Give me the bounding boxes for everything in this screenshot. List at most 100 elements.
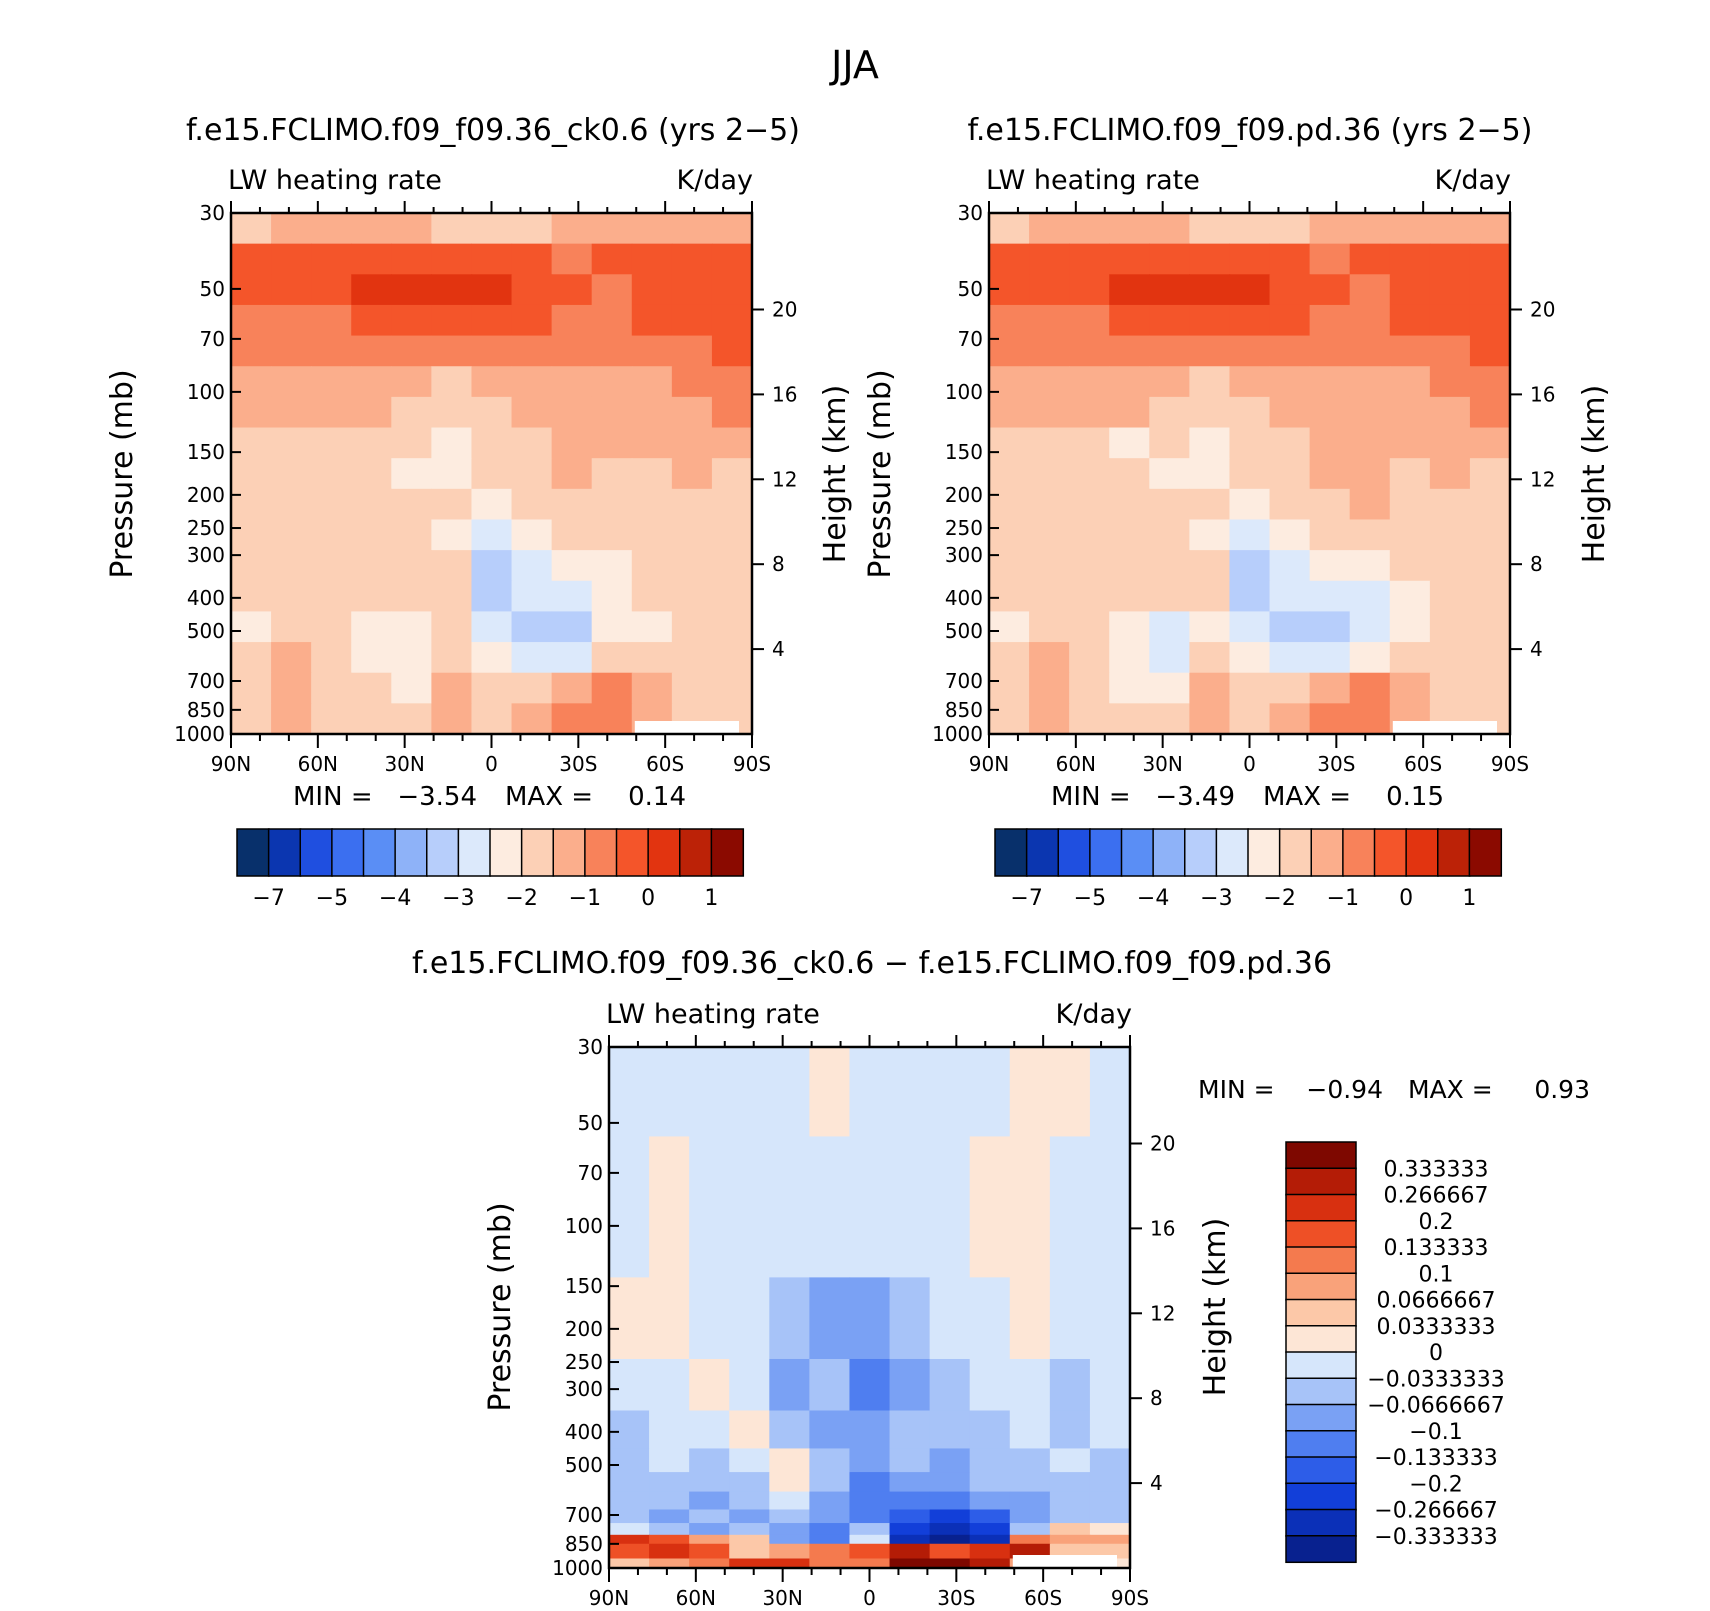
field-cell xyxy=(609,1523,650,1536)
panel-c-y2-axis: 20 16 12 8 4 xyxy=(1130,1131,1175,1495)
colorbar-label: −0.0666667 xyxy=(1367,1394,1504,1419)
field-cell xyxy=(431,274,473,306)
field-cell xyxy=(471,304,513,337)
field-cell xyxy=(351,488,392,521)
field-cell xyxy=(671,580,713,613)
colorbar-box xyxy=(1278,828,1313,877)
colorbar-label: −1 xyxy=(569,886,601,911)
field-cell xyxy=(1429,243,1471,275)
colorbar-box xyxy=(457,828,492,877)
field-cell xyxy=(1269,304,1311,337)
field-cell xyxy=(889,1448,931,1473)
colorbar-box xyxy=(236,828,270,877)
field-cell xyxy=(1429,488,1471,521)
field-cell xyxy=(231,274,272,306)
x-tick-label: 60N xyxy=(298,752,338,776)
field-cell xyxy=(1229,304,1271,337)
field-cell xyxy=(989,611,1030,643)
field-cell xyxy=(1309,703,1351,735)
field-cell xyxy=(631,519,673,551)
field-cell xyxy=(1309,427,1351,459)
field-cell xyxy=(849,1472,891,1493)
field-cell xyxy=(591,642,633,674)
field-cell xyxy=(1229,213,1271,245)
field-cell xyxy=(1269,519,1311,551)
field-cell xyxy=(649,1523,690,1536)
field-cell xyxy=(689,1534,730,1545)
field-cell xyxy=(1429,550,1471,582)
field-cell xyxy=(729,1448,770,1473)
field-cell xyxy=(351,703,392,735)
colorbar-box xyxy=(1089,828,1123,877)
field-cell xyxy=(849,1410,891,1450)
field-cell xyxy=(471,580,513,613)
field-cell xyxy=(889,1136,931,1278)
field-cell xyxy=(391,488,432,521)
field-cell xyxy=(1349,580,1391,613)
field-cell xyxy=(311,243,352,275)
field-cell xyxy=(671,396,713,429)
field-cell xyxy=(729,1136,770,1278)
y-tick-label: 300 xyxy=(187,543,225,567)
field-cell xyxy=(591,519,633,551)
field-cell xyxy=(989,213,1030,245)
field-cell xyxy=(769,1491,810,1511)
panel-a-field xyxy=(231,213,753,735)
field-cell xyxy=(849,1136,891,1278)
colorbar-label: −0.133333 xyxy=(1374,1446,1497,1471)
field-cell xyxy=(889,1509,931,1524)
panel-c-right-label: K/day xyxy=(1056,999,1132,1030)
field-cell xyxy=(391,274,432,306)
field-cell xyxy=(649,1136,690,1278)
y-tick-label: 850 xyxy=(945,698,983,722)
field-cell xyxy=(969,1543,1011,1560)
panel-a: f.e15.FCLIMO.f09_f09.36_ck0.6 (yrs 2−5) … xyxy=(105,113,853,911)
field-cell xyxy=(391,703,432,735)
field-cell xyxy=(1229,672,1271,704)
field-cell xyxy=(1189,427,1231,459)
field-cell xyxy=(1389,672,1431,704)
colorbar-box xyxy=(1342,828,1376,877)
field-cell xyxy=(631,335,673,367)
y2-tick-label: 12 xyxy=(1150,1301,1175,1325)
colorbar-box xyxy=(1215,828,1250,877)
field-cell xyxy=(551,243,593,275)
field-cell xyxy=(671,611,713,643)
field-cell xyxy=(1229,580,1271,613)
field-cell xyxy=(849,1509,891,1524)
field-cell xyxy=(1149,672,1190,704)
field-cell xyxy=(649,1410,690,1450)
y-tick-label: 400 xyxy=(945,586,983,610)
field-cell xyxy=(1469,611,1511,643)
field-cell xyxy=(1109,703,1150,735)
field-cell xyxy=(1389,642,1431,674)
field-cell xyxy=(889,1277,931,1360)
field-cell xyxy=(1429,611,1471,643)
field-cell xyxy=(929,1523,971,1536)
field-cell xyxy=(1149,611,1190,643)
field-cell xyxy=(1349,396,1391,429)
field-cell xyxy=(351,396,392,429)
field-cell xyxy=(1109,519,1150,551)
field-cell xyxy=(1229,550,1271,582)
field-cell xyxy=(1269,611,1311,643)
field-cell xyxy=(471,213,513,245)
field-cell xyxy=(1109,243,1150,275)
y-tick-label: 1000 xyxy=(932,722,983,746)
y-tick-label: 200 xyxy=(187,483,225,507)
panel-b-ylabel: Pressure (mb) xyxy=(863,369,898,578)
colorbar-box xyxy=(520,828,555,877)
field-cell xyxy=(969,1534,1011,1545)
field-cell xyxy=(591,488,633,521)
field-cell xyxy=(1269,427,1311,459)
field-cell xyxy=(1149,213,1190,245)
field-cell xyxy=(311,642,352,674)
field-cell xyxy=(351,366,392,398)
field-cell xyxy=(1269,458,1311,490)
field-cell xyxy=(231,580,272,613)
field-cell xyxy=(1349,611,1391,643)
field-cell xyxy=(1009,1534,1051,1545)
y-tick-label: 400 xyxy=(187,586,225,610)
field-cell xyxy=(351,580,392,613)
field-cell xyxy=(1349,458,1391,490)
